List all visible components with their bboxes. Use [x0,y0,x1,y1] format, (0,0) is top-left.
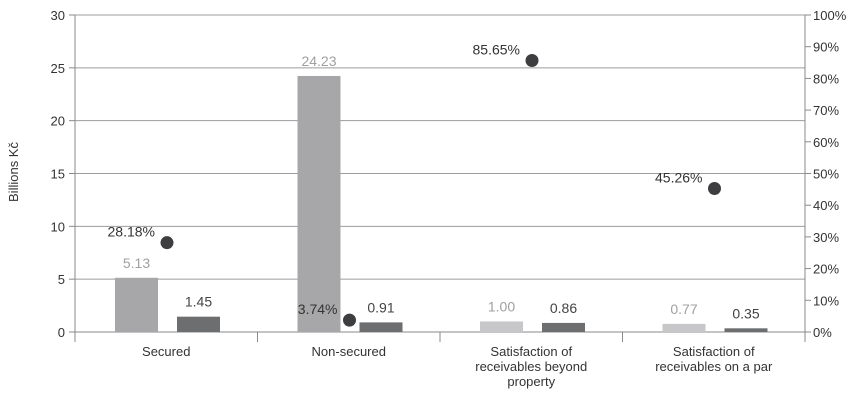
bar-series-2 [724,328,768,332]
point-series-3 [525,53,539,67]
point-series-3 [160,236,174,250]
x-tick-label-line: Secured [142,344,190,359]
y2-tick-label: 50% [813,167,839,182]
data-label-series-2: 0.91 [367,299,394,315]
y2-tick-label: 0% [813,325,832,340]
label-layer: 5.13 1.45 28.18% 24.23 0.91 3.74% 1.00 0.86 85.6… [108,41,760,321]
bar-series-2 [177,316,220,332]
x-tick-label-line: property [507,374,555,389]
x-tick-label-line: Satisfaction of [673,344,755,359]
data-label-series-3: 85.65% [473,41,520,57]
y2-tick-label: 30% [813,230,839,245]
x-tick-label-line: Non-secured [312,344,386,359]
data-label-series-3: 28.18% [108,224,155,240]
data-label-series-1: 5.13 [123,255,150,271]
y-tick-label: 15 [51,167,65,182]
x-tick-label-line: receivables on a par [655,359,773,374]
bar-series-2 [359,322,403,332]
y2-tick-label: 70% [813,103,839,118]
y-tick-label: 30 [51,8,65,23]
x-tick-label-line: Satisfaction of [490,344,572,359]
grid-layer [75,14,805,280]
bar-series-1 [480,321,523,332]
bar-series-1 [297,75,341,332]
bar-series-1 [115,277,158,332]
bar-series-1 [662,323,706,332]
point-series-3 [708,182,721,196]
point-layer [160,53,721,327]
y-tick-label: 25 [51,61,65,76]
y-tick-label: 20 [51,114,65,129]
bar-series-2 [542,322,585,332]
x-tick-label-line: receivables beyond [475,359,587,374]
axis-layer: 0 5 10 15 20 25 30 0% 10% 20% 30% 40% 50% 60% 70% 80% 90… [51,8,847,389]
bar-layer [115,75,768,332]
data-label-series-1: 1.00 [488,298,515,314]
data-label-series-3: 3.74% [298,301,338,317]
x-tick-label: Satisfaction of receivables beyond propert… [475,344,587,389]
y2-tick-label: 80% [813,71,839,86]
x-tick-label: Satisfaction of receivables on a par [655,344,773,374]
x-tick-label: Secured [142,344,190,359]
y-tick-label: 5 [58,272,65,287]
y-tick-label: 10 [51,219,65,234]
y2-tick-label: 20% [813,262,839,277]
data-label-series-3: 45.26% [655,170,702,186]
y-tick-label: 0 [58,325,65,340]
data-label-series-1: 24.23 [301,53,336,69]
point-series-3 [343,313,356,327]
data-label-series-2: 1.45 [185,294,212,310]
x-tick-label: Non-secured [312,344,386,359]
data-label-series-2: 0.86 [550,300,577,316]
y2-tick-label: 10% [813,293,839,308]
y2-tick-label: 40% [813,198,839,213]
data-label-series-1: 0.77 [670,301,697,317]
y2-tick-label: 90% [813,40,839,55]
y2-tick-label: 60% [813,135,839,150]
y-axis-title: Billions Kč [6,142,21,202]
y2-tick-label: 100% [813,8,847,23]
data-label-series-2: 0.35 [732,305,759,321]
